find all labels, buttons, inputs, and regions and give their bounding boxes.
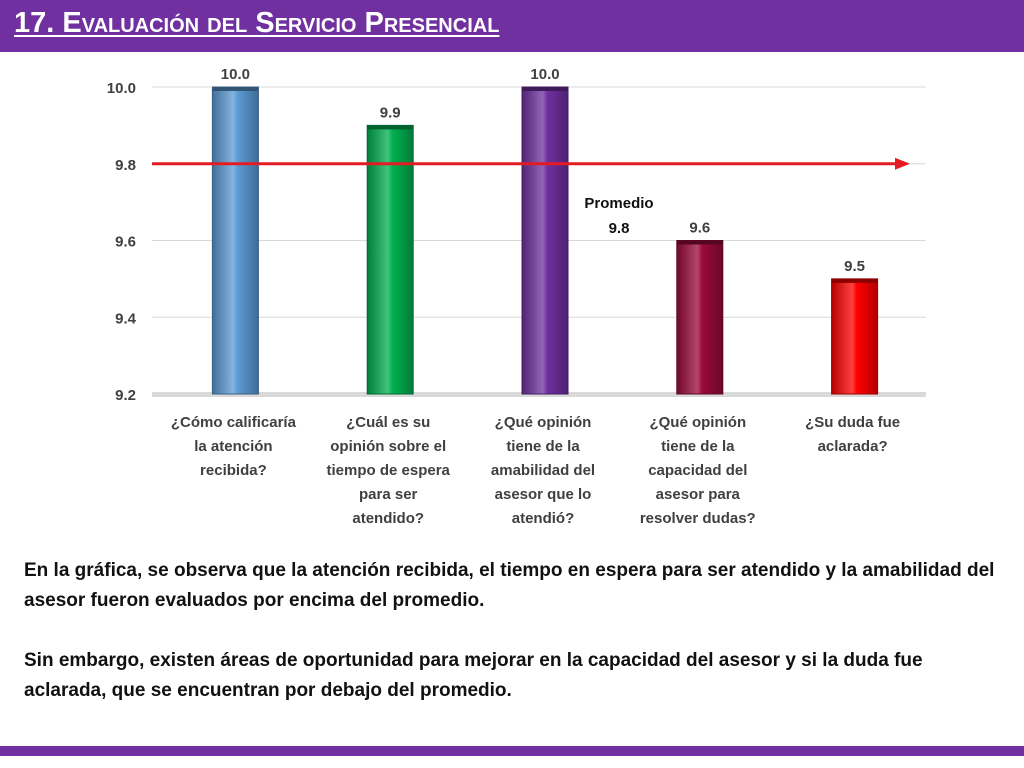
y-tick-label: 9.4 [115,310,137,327]
x-tick-label: tiempo de espera [327,462,451,479]
average-arrowhead [895,157,910,170]
x-tick-label: ¿Cuál es su [346,414,430,431]
x-tick-label: resolver dudas? [640,510,756,527]
x-tick-label: aclarada? [818,438,888,455]
y-tick-label: 9.2 [115,387,136,404]
bottom-bar [0,746,1024,756]
data-label: 10.0 [530,66,559,83]
x-tick-label: atendió? [512,510,575,527]
bar [676,240,724,395]
x-tick-label: ¿Cómo calificaría [171,414,297,431]
bar-cap [522,87,568,91]
bar [831,278,879,395]
x-tick-label: capacidad del [648,462,747,479]
x-tick-label: ¿Qué opinión [495,414,592,431]
data-label: 9.5 [844,258,865,275]
slide-title: 17. Evaluación del Servicio Presencial [14,7,500,39]
average-label: Promedio [584,195,653,212]
bar [366,124,414,395]
x-tick-label: asesor que lo [495,486,592,503]
data-label: 9.9 [380,104,401,121]
bar-cap [367,125,414,130]
x-tick-label: asesor para [656,486,741,503]
x-tick-label: la atención [194,438,272,455]
commentary-paragraph-1: En la gráfica, se observa que la atenció… [24,560,995,611]
average-value-label: 9.8 [609,220,630,237]
bar-cap [212,87,259,91]
x-tick-label: recibida? [200,462,267,479]
y-tick-label: 9.8 [115,157,136,174]
x-tick-label: para ser [359,486,418,503]
x-tick-label: ¿Qué opinión [649,414,746,431]
x-tick-label: tiene de la [661,438,735,455]
bar-cap [831,278,878,283]
bar [211,86,259,395]
x-tick-label: atendido? [352,510,424,527]
bar-chart: 9.2 9.4 9.6 9.8 10.0 10.0 ¿Cómo calificaría la … [107,66,926,527]
x-tick-label: amabilidad del [491,462,595,479]
data-label: 10.0 [221,66,250,83]
commentary-paragraph-2: Sin embargo, existen áreas de oportunida… [24,650,923,701]
y-tick-label: 9.6 [115,234,136,251]
y-tick-label: 10.0 [107,80,136,97]
bar-cap [676,240,723,245]
x-tick-label: ¿Su duda fue [805,414,900,431]
x-tick-label: tiene de la [506,438,580,455]
x-tick-label: opinión sobre el [330,438,446,455]
bar [521,86,569,395]
title-bar [0,0,1024,52]
data-label: 9.6 [689,220,710,237]
commentary: En la gráfica, se observa que la atenció… [24,556,1004,736]
